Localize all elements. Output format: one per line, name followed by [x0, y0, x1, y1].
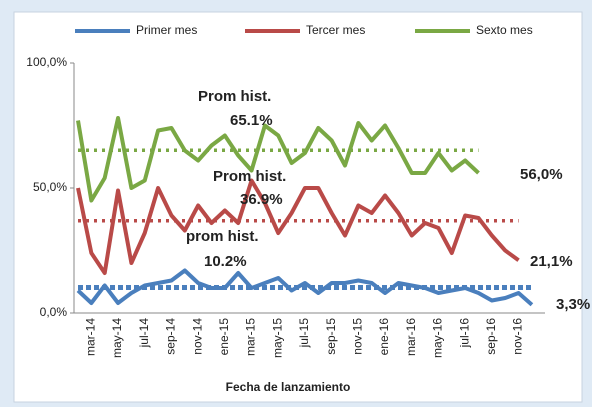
series-line — [76, 268, 534, 307]
x-tick-label: ene-16 — [377, 318, 391, 356]
x-tick-label: mar-16 — [404, 318, 418, 356]
y-tick-label: 100,0% — [26, 55, 67, 69]
legend-label: Sexto mes — [476, 23, 533, 37]
chart-area — [13, 11, 583, 403]
x-tick-label: sep-14 — [164, 318, 178, 355]
x-tick-label: may-16 — [431, 318, 445, 358]
y-tick-label: 50,0% — [33, 180, 67, 194]
legend-label: Primer mes — [136, 23, 197, 37]
end-label: 3,3% — [556, 296, 590, 313]
x-tick-label: jul-14 — [137, 318, 151, 349]
average-label: prom hist. — [186, 228, 259, 245]
end-label: 21,1% — [530, 253, 573, 270]
average-label: Prom hist. — [198, 88, 271, 105]
x-tick-label: nov-14 — [190, 318, 204, 355]
series-line — [76, 178, 520, 275]
end-label: 56,0% — [520, 166, 563, 183]
series-line — [76, 116, 480, 203]
x-tick-label: may-15 — [270, 318, 284, 358]
x-tick-label: nov-16 — [511, 318, 525, 355]
x-tick-label: mar-15 — [244, 318, 258, 356]
x-tick-label: may-14 — [110, 318, 124, 358]
legend-label: Tercer mes — [306, 23, 365, 37]
average-value: 36.9% — [240, 191, 283, 208]
x-tick-label: nov-15 — [351, 318, 365, 355]
x-tick-label: ene-15 — [217, 318, 231, 356]
average-value: 10.2% — [204, 253, 247, 270]
x-tick-label: mar-14 — [84, 318, 98, 356]
x-tick-label: jul-15 — [297, 318, 311, 349]
average-label: Prom hist. — [213, 168, 286, 185]
x-tick-label: jul-16 — [457, 318, 471, 349]
x-tick-label: sep-16 — [484, 318, 498, 355]
x-tick-label: sep-15 — [324, 318, 338, 355]
average-value: 65.1% — [230, 112, 273, 129]
x-axis-title: Fecha de lanzamiento — [226, 380, 351, 394]
y-tick-label: 0,0% — [40, 305, 68, 319]
